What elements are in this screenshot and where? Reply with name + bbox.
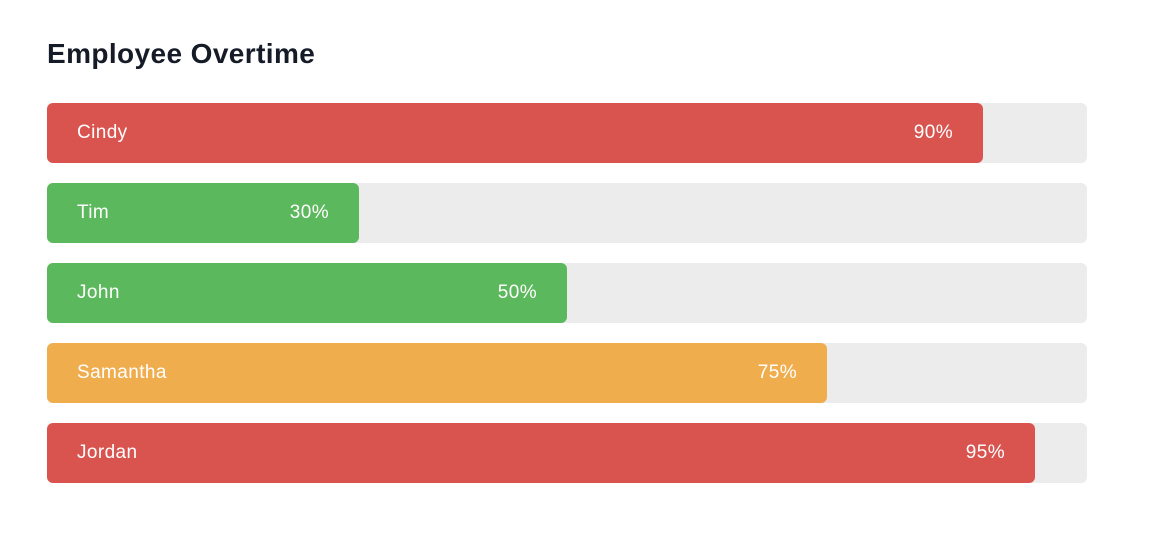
bar-track: Cindy 90%: [47, 103, 1087, 163]
bar-fill-john: John 50%: [47, 263, 567, 323]
employee-overtime-chart: Employee Overtime Cindy 90% Tim 30% John: [47, 38, 1087, 483]
bar-track: John 50%: [47, 263, 1087, 323]
bar-value-label: 50%: [497, 282, 537, 303]
bar-value-label: 75%: [757, 362, 797, 383]
bar-fill-cindy: Cindy 90%: [47, 103, 983, 163]
bar-label: John: [77, 282, 120, 303]
bar-row: John 50%: [47, 263, 1087, 323]
bar-fill-jordan: Jordan 95%: [47, 423, 1035, 483]
bar-track: Tim 30%: [47, 183, 1087, 243]
bar-row: Samantha 75%: [47, 343, 1087, 403]
bar-label: Jordan: [77, 442, 138, 463]
bar-label: Tim: [77, 202, 110, 223]
bar-fill-samantha: Samantha 75%: [47, 343, 827, 403]
bar-label: Cindy: [77, 122, 128, 143]
bar-row: Cindy 90%: [47, 103, 1087, 163]
bar-label: Samantha: [77, 362, 167, 383]
bar-value-label: 90%: [913, 122, 953, 143]
chart-title: Employee Overtime: [47, 38, 316, 69]
bar-value-label: 30%: [289, 202, 329, 223]
bar-track: Samantha 75%: [47, 343, 1087, 403]
bar-row: Jordan 95%: [47, 423, 1087, 483]
bar-row: Tim 30%: [47, 183, 1087, 243]
bar-track: Jordan 95%: [47, 423, 1087, 483]
bar-value-label: 95%: [965, 442, 1005, 463]
bar-fill-tim: Tim 30%: [47, 183, 359, 243]
